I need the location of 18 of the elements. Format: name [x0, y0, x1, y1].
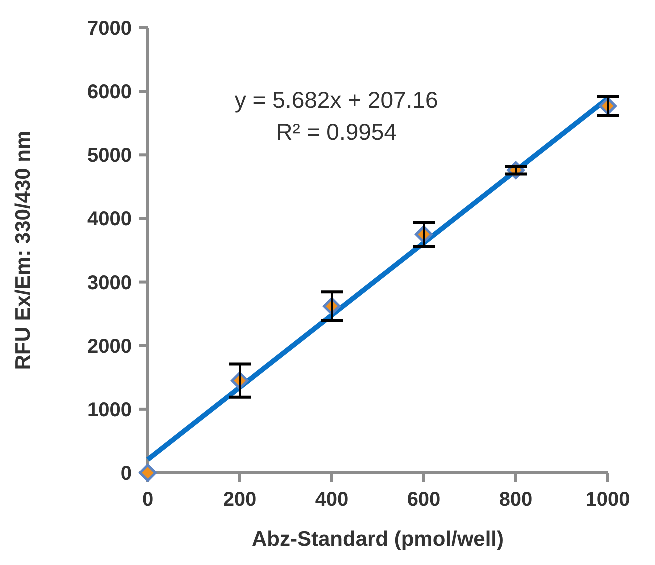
annotation: R² = 0.9954	[276, 119, 398, 145]
y-tick-label: 6000	[88, 82, 132, 104]
y-axis-title: RFU Ex/Em: 330/430 nm	[12, 130, 35, 370]
x-tick-label: 600	[407, 489, 441, 511]
x-tick-label: 200	[223, 489, 257, 511]
annotation: y = 5.682x + 207.16	[234, 87, 438, 113]
y-tick-label: 3000	[88, 272, 132, 294]
x-tick-label: 800	[499, 489, 533, 511]
y-tick-label: 2000	[88, 336, 132, 358]
y-tick-label: 0	[120, 463, 132, 485]
y-tick-label: 7000	[88, 18, 132, 40]
y-tick-label: 5000	[88, 145, 132, 168]
x-axis-title: Abz-Standard (pmol/well)	[252, 528, 504, 551]
x-tick-label: 400	[315, 489, 349, 511]
y-tick-label: 4000	[88, 208, 132, 231]
y-tick-label: 1000	[88, 399, 132, 422]
x-tick-label: 0	[142, 489, 154, 511]
x-tick-label: 1000	[586, 489, 630, 511]
